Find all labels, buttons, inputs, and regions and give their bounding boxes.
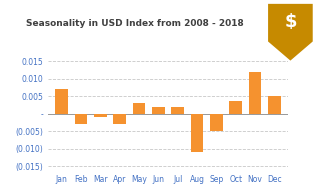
Bar: [113, 114, 126, 124]
Bar: [210, 114, 223, 131]
Bar: [75, 114, 87, 124]
Text: $: $: [284, 13, 297, 31]
Bar: [229, 101, 242, 114]
Bar: [268, 96, 281, 114]
Bar: [55, 89, 68, 114]
Bar: [133, 103, 145, 114]
Bar: [94, 114, 107, 117]
Bar: [172, 107, 184, 114]
Polygon shape: [268, 4, 313, 61]
Text: Seasonality in USD Index from 2008 - 2018: Seasonality in USD Index from 2008 - 201…: [26, 19, 243, 28]
Bar: [249, 72, 261, 114]
Bar: [191, 114, 203, 152]
Bar: [152, 107, 164, 114]
